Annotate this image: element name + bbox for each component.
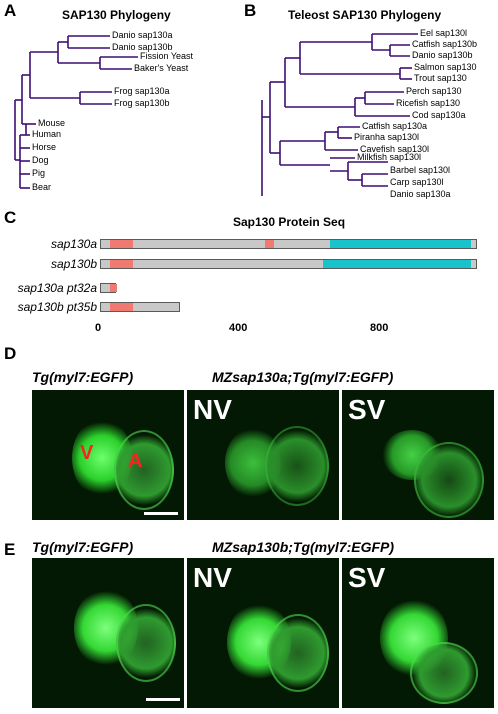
panel-a-tree [14,35,138,189]
axis-tick-label: 400 [229,322,248,334]
heart-signal [267,614,329,692]
panel-a-taxon: Frog sap130a [114,86,170,96]
panel-b-taxon: Catfish sap130a [362,121,428,131]
seq-label: sap130b pt35b [17,300,97,314]
panel-a-taxon: Baker's Yeast [134,63,189,73]
panel-b-taxon: Carp sap130l [390,177,444,187]
protein-domain [109,260,134,268]
panel-b-taxon: Ricefish sap130 [396,98,461,108]
panel-a-taxon: Horse [32,142,57,152]
panel-d-letter: D [4,344,17,363]
protein-bar-sap130a [100,239,477,249]
panel-a-taxon: Frog sap130b [114,98,170,108]
panel-d-nv-image: NV [187,390,339,520]
panel-d-control-title: Tg(myl7:EGFP) [32,369,134,385]
panel-a-taxon: Fission Yeast [140,51,194,61]
panel-b-tree [261,33,418,196]
panel-e-nv-image: NV [187,558,339,708]
panel-b-taxon: Catfish sap130b [412,39,478,49]
protein-domain [109,303,134,311]
protein-bar-sap130b [100,259,477,269]
panel-a-taxon: Bear [32,182,52,192]
panel-e-mutant-title: MZsap130b;Tg(myl7:EGFP) [212,539,395,555]
panel-d-sv-image: SV [342,390,494,520]
atrium-label: A [128,450,143,472]
panel-b-taxon: Cavefish sap130l [360,144,430,154]
panel-b-taxon: Danio sap130a [390,189,451,199]
scale-bar [146,698,180,701]
panel-a-taxon: Danio sap130b [112,42,173,52]
panel-a-title: SAP130 Phylogeny [62,8,171,22]
protein-bar-sap130a-pt32a [100,283,118,293]
panel-e-letter: E [4,540,16,559]
panel-a-taxon: Danio sap130a [112,30,173,40]
panel-d-control-image: V A [32,390,184,520]
panel-b-taxon: Eel sap130l [420,28,468,38]
ventricle-label: V [80,442,94,464]
heart-signal [414,442,484,518]
sv-label: SV [348,562,386,593]
panel-d-mutant-title: MZsap130a;Tg(myl7:EGFP) [212,369,394,385]
heart-signal [410,642,478,704]
panel-e-sv-image: SV [342,558,494,708]
protein-domain [265,240,275,248]
atrium-signal [114,430,174,510]
protein-domain [109,284,118,292]
panel-a-taxon: Dog [32,155,49,165]
panel-a-taxon: Pig [32,168,46,178]
panel-b-taxon: Trout sap130 [414,73,467,83]
seq-label: sap130a [50,237,97,251]
seq-label: sap130a pt32a [17,281,97,295]
protein-domain [322,260,471,268]
panel-b-taxon: Perch sap130 [406,86,462,96]
panel-b-taxon: Danio sap130b [412,50,473,60]
sv-label: SV [348,394,386,425]
protein-bar-sap130b-pt35b [100,302,181,312]
axis-tick-label: 0 [95,322,102,334]
panel-c-letter: C [4,208,17,227]
panel-b-title: Teleost SAP130 Phylogeny [288,8,442,22]
nv-label: NV [193,394,232,425]
heart-signal [265,426,329,506]
axis-tick-label: 800 [370,322,389,334]
protein-domain [109,240,134,248]
panel-c-title: Sap130 Protein Seq [233,215,346,229]
panel-e-control-title: Tg(myl7:EGFP) [32,539,134,555]
panel-b-taxon: Barbel sap130l [390,165,451,175]
panel-b-taxon: Milkfish sap130l [357,152,422,162]
nv-label: NV [193,562,232,593]
scale-bar [144,512,178,515]
panel-e-control-image [32,558,184,708]
protein-domain [329,240,471,248]
panel-a-letter: A [4,1,17,20]
panel-b-taxon: Piranha sap130l [354,132,420,142]
panel-a-taxon: Mouse [38,118,66,128]
panel-b-taxon: Salmon sap130 [414,62,477,72]
seq-label: sap130b [50,257,97,271]
protein-seq-diagram: sap130a sap130b sap130a pt32a sap130b pt… [0,230,498,340]
panel-b-letter: B [244,1,257,20]
panel-a-taxon: Human [32,129,62,139]
heart-signal [116,604,176,682]
panel-b-taxon: Cod sap130a [412,110,466,120]
